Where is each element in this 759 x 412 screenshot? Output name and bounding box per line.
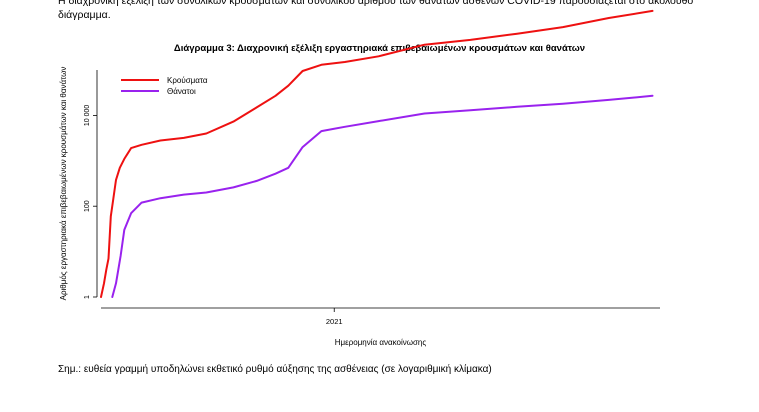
- intro-line-1: Η διαχρονική εξέλιξη των συνολικών κρουσ…: [58, 0, 694, 7]
- x-axis-title: Ημερομηνία ανακοίνωσης: [335, 338, 427, 347]
- series-line-deaths: [111, 94, 654, 298]
- legend-label: Θάνατοι: [167, 87, 196, 96]
- y-tick-label: 1: [84, 295, 91, 299]
- chart-title: Διάγραμμα 3: Διαχρονική εξέλιξη εργαστηρ…: [173, 43, 586, 54]
- intro-line-2: διάγραμμα.: [58, 9, 111, 21]
- y-axis-title: Αριθμός εργαστηριακά επιβεβαιωμένων κρου…: [59, 67, 68, 301]
- series-line-cases: [100, 9, 654, 298]
- y-tick-label: 100: [84, 200, 91, 212]
- chart-footnote: Σημ.: ευθεία γραμμή υποδηλώνει εκθετικό …: [58, 364, 492, 375]
- y-tick-label: 10 000: [84, 105, 91, 127]
- intro-text: Η διαχρονική εξέλιξη των συνολικών κρουσ…: [58, 0, 748, 22]
- x-tick-label: 2021: [326, 317, 343, 326]
- legend-label: Κρούσματα: [167, 76, 208, 85]
